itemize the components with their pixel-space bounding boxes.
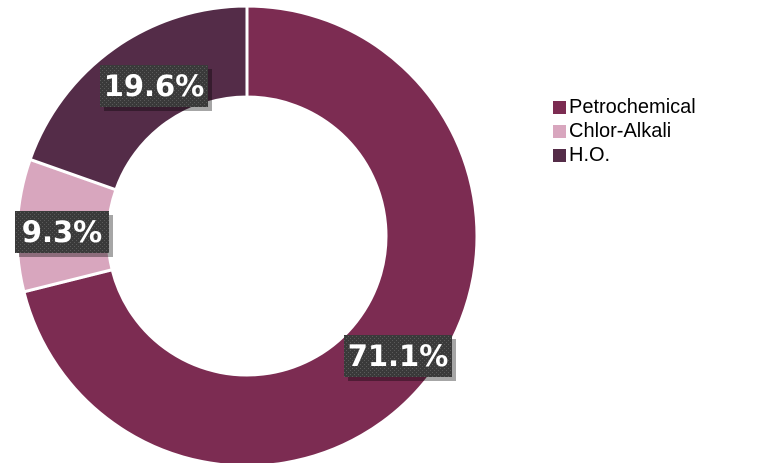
data-label-petrochemical: 71.1%	[344, 335, 456, 381]
legend-label-ho: H.O.	[569, 144, 611, 166]
legend-item-petrochemical[interactable]: Petrochemical	[553, 95, 696, 119]
data-label-group: 71.1% 9.3% 19.6%	[15, 65, 456, 381]
data-label-box	[100, 65, 208, 107]
legend-item-ho[interactable]: H.O.	[553, 143, 696, 167]
data-label-text: 71.1%	[348, 339, 449, 373]
data-label-text: 9.3%	[22, 215, 102, 249]
legend-swatch-ho	[553, 148, 566, 162]
legend: Petrochemical Chlor-Alkali H.O.	[553, 95, 696, 167]
legend-swatch-chlor-alkali	[553, 124, 566, 138]
data-label-text: 19.6%	[104, 69, 205, 103]
data-label-ho: 19.6%	[100, 65, 212, 111]
data-label-box	[15, 211, 109, 253]
legend-item-chlor-alkali[interactable]: Chlor-Alkali	[553, 119, 696, 143]
data-label-box	[344, 335, 452, 377]
legend-label-chlor-alkali: Chlor-Alkali	[569, 120, 672, 142]
legend-label-petrochemical: Petrochemical	[569, 96, 696, 118]
data-label-chlor-alkali: 9.3%	[15, 211, 113, 257]
legend-swatch-petrochemical	[553, 100, 566, 114]
